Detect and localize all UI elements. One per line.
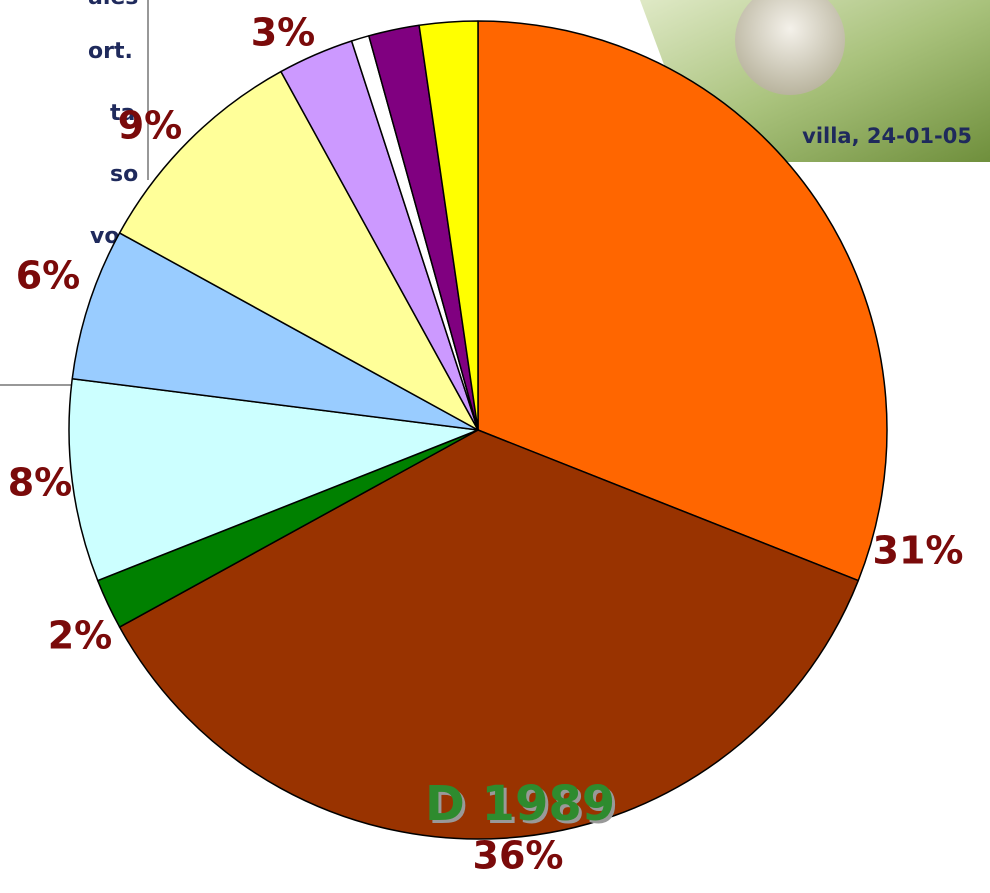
data-label: 31% (873, 529, 964, 573)
text-line: ta (110, 101, 135, 126)
pie-slice (68, 377, 479, 582)
pie-slice (118, 70, 479, 431)
data-label: 9% (118, 104, 183, 148)
pie-slice (118, 429, 860, 840)
pie (68, 20, 888, 840)
data-label: 6% (16, 254, 81, 298)
caption: D 1989 (425, 776, 615, 832)
data-label: 3% (251, 11, 316, 55)
pie-slice (71, 232, 479, 431)
text-line: ales (88, 0, 138, 10)
data-label: 2% (48, 614, 113, 658)
photo-caption: villa, 24-01-05 (802, 124, 972, 148)
pie-slice (477, 20, 888, 582)
pie-slice (418, 20, 479, 431)
text-line: ort. (88, 39, 133, 64)
text-line: so (110, 162, 138, 187)
data-label: 36% (473, 834, 564, 878)
data-label: 8% (8, 461, 73, 505)
caption-shadow: D 1989 (428, 779, 618, 835)
